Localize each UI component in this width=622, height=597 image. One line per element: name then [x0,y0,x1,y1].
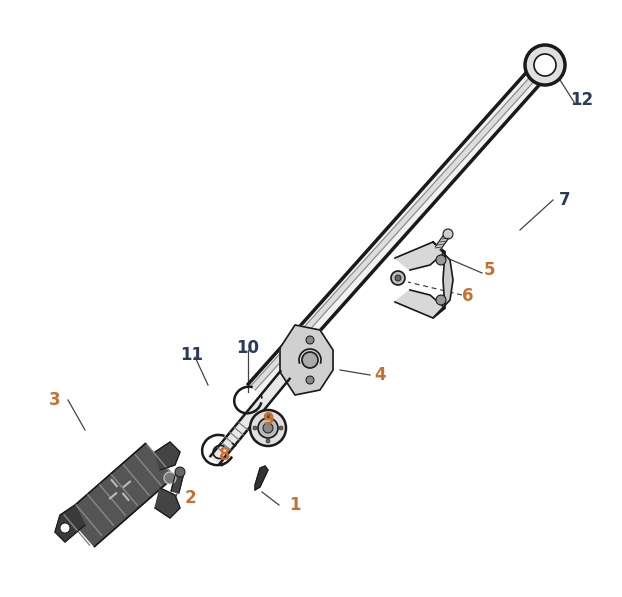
Circle shape [263,423,273,433]
Polygon shape [435,232,450,250]
Polygon shape [171,471,184,493]
Text: 8: 8 [219,446,231,464]
Circle shape [253,426,257,430]
Polygon shape [255,466,268,490]
Text: 6: 6 [462,287,474,305]
Circle shape [534,54,556,76]
Circle shape [302,352,318,368]
Polygon shape [433,242,453,318]
Text: 10: 10 [236,339,259,357]
Circle shape [258,418,278,438]
Text: 4: 4 [374,366,386,384]
Text: 7: 7 [559,191,571,209]
Polygon shape [248,59,552,396]
Text: 1: 1 [289,496,301,514]
Circle shape [175,467,185,477]
Polygon shape [65,444,175,547]
Circle shape [306,336,314,344]
Polygon shape [210,371,290,464]
Circle shape [306,376,314,384]
Text: 9: 9 [262,411,274,429]
Polygon shape [251,65,545,390]
Text: 12: 12 [570,91,593,109]
Text: 11: 11 [180,346,203,364]
Polygon shape [155,488,180,518]
Circle shape [266,439,270,443]
Polygon shape [280,325,333,395]
Circle shape [250,410,286,446]
Polygon shape [55,505,85,542]
Text: 2: 2 [184,489,196,507]
Circle shape [436,295,446,305]
Circle shape [266,413,270,417]
Circle shape [279,426,283,430]
Circle shape [525,45,565,85]
Circle shape [391,271,405,285]
Text: 3: 3 [49,391,61,409]
Circle shape [443,229,453,239]
Polygon shape [395,242,445,270]
Polygon shape [395,290,445,318]
Circle shape [436,255,446,265]
Text: 5: 5 [485,261,496,279]
Circle shape [60,523,70,533]
Circle shape [395,275,401,281]
Circle shape [164,472,176,484]
Polygon shape [155,442,180,470]
